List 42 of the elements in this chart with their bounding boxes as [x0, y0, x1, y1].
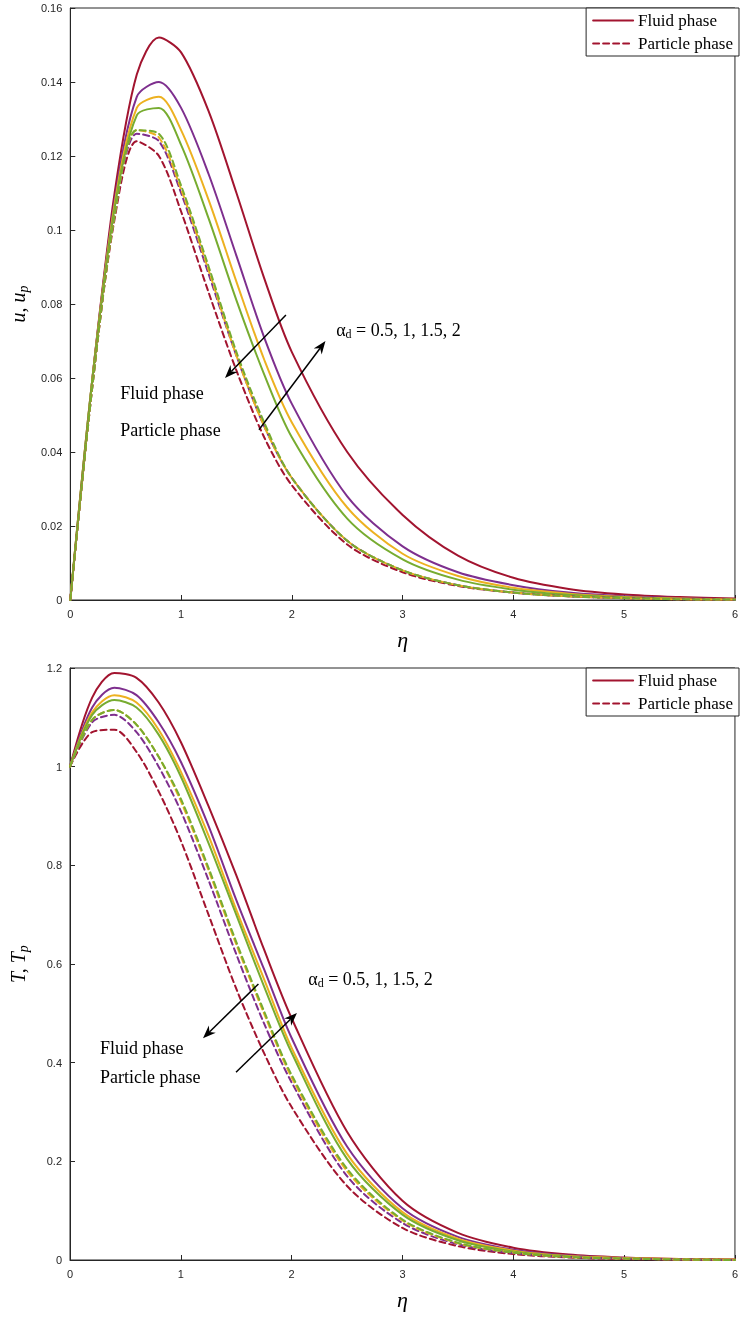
x-tick-label: 0: [67, 607, 74, 620]
x-tick-label: 5: [621, 607, 628, 620]
y-tick-label: 0.4: [46, 1056, 62, 1069]
y-tick-label: 0: [56, 594, 63, 606]
x-axis-title: η: [397, 1286, 408, 1312]
x-tick-label: 6: [731, 1267, 738, 1280]
x-tick-label: 1: [177, 1267, 184, 1280]
annotation: Fluid phase: [120, 382, 204, 403]
x-tick-label: 4: [510, 607, 517, 620]
y-tick-label: 0.12: [40, 150, 63, 162]
y-tick-label: 0.1: [47, 224, 63, 236]
y-tick-label: 0.14: [40, 76, 63, 88]
x-tick-label: 5: [621, 1267, 628, 1280]
x-tick-label: 4: [510, 1267, 517, 1280]
legend-label: Particle phase: [638, 34, 734, 53]
annotation: Particle phase: [120, 419, 221, 440]
y-tick-label: 0.16: [40, 2, 63, 14]
legend-label: Particle phase: [638, 694, 734, 713]
y-tick-label: 1.2: [46, 662, 62, 674]
annotation: Particle phase: [99, 1067, 201, 1088]
y-axis-title: T, Tp: [7, 945, 31, 983]
x-tick-label: 6: [731, 607, 738, 620]
x-tick-label: 3: [399, 1267, 406, 1280]
y-tick-label: 0.8: [46, 859, 62, 872]
annotation: Fluid phase: [99, 1037, 184, 1058]
y-tick-label: 0.06: [40, 372, 63, 384]
legend-label: Fluid phase: [638, 671, 717, 690]
y-tick-label: 0.04: [40, 446, 63, 458]
x-tick-label: 2: [288, 1267, 295, 1280]
y-tick-label: 0: [55, 1254, 62, 1266]
legend-label: Fluid phase: [638, 11, 717, 30]
x-tick-label: 3: [399, 607, 406, 620]
y-tick-label: 0.08: [40, 298, 63, 310]
x-tick-label: 0: [66, 1267, 74, 1280]
y-tick-label: 0.2: [46, 1155, 62, 1168]
y-axis-title: u, up: [7, 285, 31, 323]
y-tick-label: 0.6: [46, 958, 62, 970]
y-tick-label: 0.02: [40, 520, 63, 532]
x-axis-title: η: [397, 626, 409, 652]
x-tick-label: 1: [178, 607, 185, 620]
y-tick-label: 1: [55, 760, 62, 773]
x-tick-label: 2: [288, 607, 295, 620]
